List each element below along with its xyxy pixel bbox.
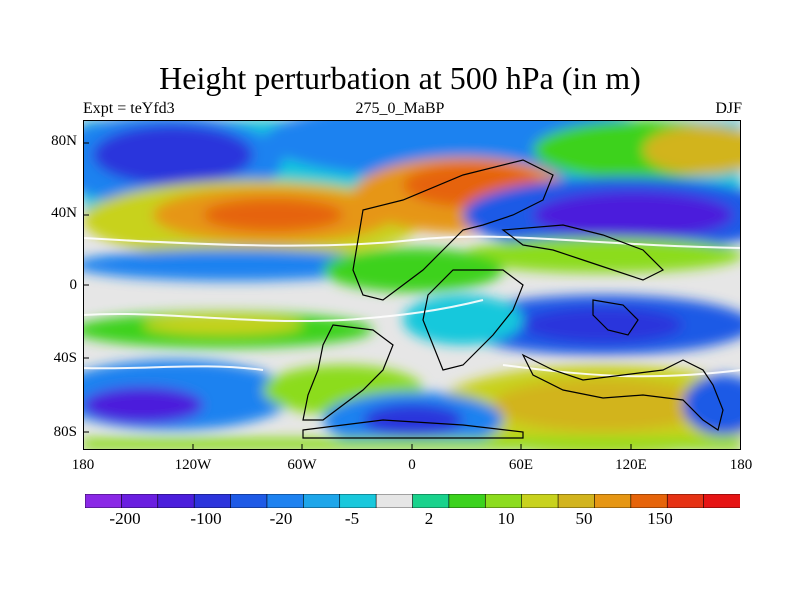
y-tick-80s: 80S — [53, 424, 77, 440]
colorbar-swatch — [266, 494, 304, 508]
colorbar-swatch — [412, 494, 450, 508]
colorbar-swatch — [339, 494, 377, 508]
colorbar-swatch — [703, 494, 740, 508]
season-label: DJF — [715, 100, 742, 117]
plot-title: Height perturbation at 500 hPa (in m) — [159, 60, 641, 96]
y-tick-40n: 40N — [51, 205, 77, 221]
axis-ticks — [83, 142, 632, 450]
colorbar — [85, 494, 740, 508]
colorbar-swatch — [375, 494, 414, 508]
colorbar-label-neg20: -20 — [269, 509, 293, 528]
colorbar-label-10: 10 — [497, 509, 515, 528]
height-field — [83, 120, 741, 450]
colorbar-swatch — [666, 494, 705, 508]
colorbar-swatch — [193, 494, 232, 508]
colorbar-swatch — [630, 494, 668, 508]
colorbar-swatch — [121, 494, 159, 508]
y-tick-0: 0 — [69, 277, 78, 293]
colorbar-swatch — [230, 494, 268, 508]
colorbar-swatch — [557, 494, 596, 508]
colorbar-label-neg5: -5 — [344, 509, 360, 528]
colorbar-swatch — [594, 494, 632, 508]
y-tick-40s: 40S — [53, 350, 77, 366]
contour-lines — [83, 235, 741, 378]
x-tick-180e: 180 — [729, 457, 753, 473]
colorbar-label-50: 50 — [575, 509, 593, 528]
map-plot — [83, 120, 741, 450]
x-tick-60e: 60E — [508, 457, 534, 473]
coastlines — [302, 159, 724, 439]
subtitle-label: 275_0_MaBP — [355, 100, 445, 117]
x-tick-60w: 60W — [287, 457, 317, 473]
colorbar-label-150: 150 — [647, 509, 673, 528]
colorbar-swatch — [303, 494, 341, 508]
x-tick-120w: 120W — [174, 457, 212, 473]
x-tick-0: 0 — [408, 457, 416, 473]
experiment-label: Expt = teYfd3 — [83, 100, 175, 117]
x-tick-120e: 120E — [615, 457, 647, 473]
colorbar-swatch — [85, 494, 122, 508]
colorbar-swatch — [157, 494, 195, 508]
colorbar-swatch — [448, 494, 486, 508]
colorbar-swatch — [484, 494, 523, 508]
colorbar-label-2: 2 — [424, 509, 434, 528]
y-tick-80n: 80N — [51, 133, 77, 149]
x-tick-180w: 180 — [71, 457, 95, 473]
colorbar-label-neg100: -100 — [190, 509, 222, 528]
colorbar-label-neg200: -200 — [109, 509, 141, 528]
colorbar-swatch — [521, 494, 559, 508]
